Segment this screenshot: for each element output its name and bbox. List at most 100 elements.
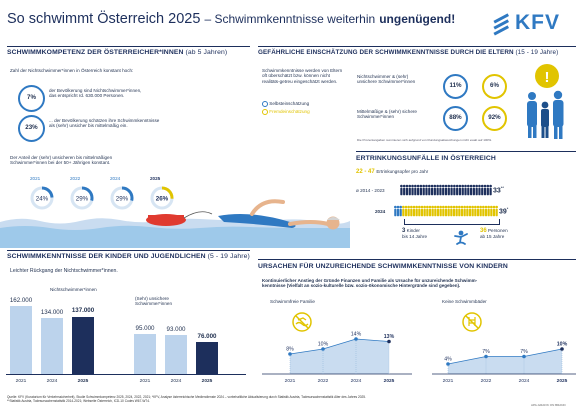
person-icon (450, 184, 453, 196)
bar-value-label: 93.000 (166, 325, 186, 333)
bar (196, 342, 218, 374)
parents-row2-self-value: 88% (449, 114, 462, 121)
person-icon (466, 205, 469, 217)
kfv-logo: KFV (491, 10, 571, 36)
person-icon (467, 184, 470, 196)
data-label: 13% (384, 334, 395, 340)
person-icon (442, 205, 445, 217)
category-label: 2024 (519, 378, 530, 384)
person-icon (402, 205, 405, 217)
person-icon (460, 205, 464, 217)
person-icon (476, 205, 480, 217)
data-point (354, 337, 358, 341)
bar (165, 334, 187, 374)
person-icon (468, 205, 472, 217)
person-icon (461, 184, 465, 196)
person-icon (478, 184, 481, 196)
children-heading-note: (5 - 19 Jahre) (207, 253, 250, 260)
person-icon (394, 205, 397, 217)
figure-row (394, 205, 498, 217)
person-icon (439, 184, 442, 196)
category-label: 2025 (557, 378, 568, 384)
area-fill (448, 349, 562, 374)
category-label: 2021 (443, 378, 454, 384)
person-icon (447, 184, 451, 196)
footer-line2: **Statistik Austria, Todesursachenstatis… (7, 399, 150, 404)
parents-heading-note: (15 - 19 Jahre) (515, 49, 559, 56)
accidents-year-figures (394, 204, 498, 217)
person-icon (480, 184, 484, 196)
stat-nonswimmers-line1: der Bevölkerung sind Nichtschwimmer*inne… (49, 88, 142, 93)
person-icon (479, 205, 482, 217)
rescue-buoy-icon (146, 211, 213, 226)
category-label: 2022 (481, 378, 492, 384)
bar-category-label: 2024 (46, 379, 58, 384)
causes-heading-rule (258, 259, 576, 260)
person-icon (475, 184, 478, 196)
area-fill (290, 339, 389, 374)
person-icon (396, 205, 400, 217)
area-line (447, 348, 563, 365)
parents-heading-text: GEFÄHRLICHE EINSCHÄTZUNG DER SCHWIMMKENN… (258, 49, 514, 56)
bar-category-label: 2025 (77, 379, 89, 384)
trend-donuts: 2021 2022 2024 2025 24% 29% 29% 26% (30, 176, 200, 216)
title-main: So schwimmt Österreich 2025 (7, 11, 201, 27)
person-icon (444, 205, 448, 217)
person-icon (436, 205, 440, 217)
trend-donut-arc (150, 186, 174, 210)
person-icon (441, 184, 445, 196)
data-point (484, 354, 488, 359)
parents-heading-rule (258, 46, 576, 47)
person-icon (414, 184, 417, 196)
bar (41, 317, 63, 374)
children-axis (6, 374, 246, 375)
person-icon (464, 184, 467, 196)
parents-row2-other: 92% (482, 106, 507, 131)
legend-self: Selbsteinschätzung (262, 101, 309, 107)
causes-line1: Kontinuierlicher Anstieg der Gründe Fina… (262, 278, 478, 283)
children-chart2-title-text: (Sehr) unsichere Schwimmer*innen (135, 296, 173, 307)
swimmer-illustration (0, 199, 350, 248)
legend-self-marker-icon (262, 101, 268, 107)
data-label: 4% (444, 357, 452, 363)
accidents-year-number: 39 (499, 208, 507, 216)
bar-value-label: 76.000 (197, 333, 217, 341)
person-icon (484, 205, 488, 217)
children-heading-rule (7, 250, 250, 251)
trend-year: 2025 (150, 176, 161, 181)
causes-line2: kenntnisse (Vielfalt an sozio-kulturelle… (262, 283, 461, 289)
family-warning-illustration: ! (527, 64, 564, 139)
data-label: 14% (351, 332, 362, 338)
children-heading: SCHWIMMKENNTNISSE DER KINDER UND JUGENDL… (7, 253, 250, 260)
person-icon (433, 184, 437, 196)
person-icon (458, 184, 462, 196)
person-icon (411, 184, 414, 196)
accidents-heading-rule (356, 151, 576, 152)
person-icon (427, 184, 431, 196)
children-heading-text: SCHWIMMKENNTNISSE DER KINDER UND JUGENDL… (7, 253, 206, 260)
category-label: 2022 (318, 378, 329, 384)
legend-other: Fremdeinschätzung (262, 109, 310, 115)
trend-donut-arc (30, 186, 54, 210)
data-point (522, 354, 526, 359)
parents-row1-other-value: 6% (490, 82, 499, 89)
data-label: 7% (520, 349, 528, 355)
accidents-heading: ERTRINKUNGSUNFÄLLE IN ÖSTERREICH (356, 155, 496, 162)
stat-unsure-value: 23% (25, 124, 38, 131)
title-subtitle: – Schwimmkenntnisse weiterhin (204, 12, 376, 26)
person-icon (455, 184, 459, 196)
accidents-kids-value: 3 (402, 228, 406, 234)
parents-row2-label: Mittelmäßige & (sehr) sichere Schwimmer*… (357, 109, 417, 120)
accidents-kids-line2: bis 14 Jahre (402, 234, 428, 240)
stat-nonswimmers-line2: das entspricht rd. 630.000 Personen. (49, 93, 125, 99)
parents-row2-self: 88% (443, 106, 468, 131)
person-icon (399, 205, 402, 217)
person-icon (455, 205, 458, 217)
accidents-kids-line1: Kinder (406, 228, 420, 233)
person-icon (483, 184, 487, 196)
person-icon (405, 184, 409, 196)
children-chart1: 162.000 2021 134.000 2024 137.000 2025 (6, 296, 128, 384)
person-icon (436, 184, 439, 196)
footer-credit: APA-GRAFIK ON BRAND (531, 403, 566, 407)
accidents-range-value: 22 - 47 (356, 169, 375, 175)
